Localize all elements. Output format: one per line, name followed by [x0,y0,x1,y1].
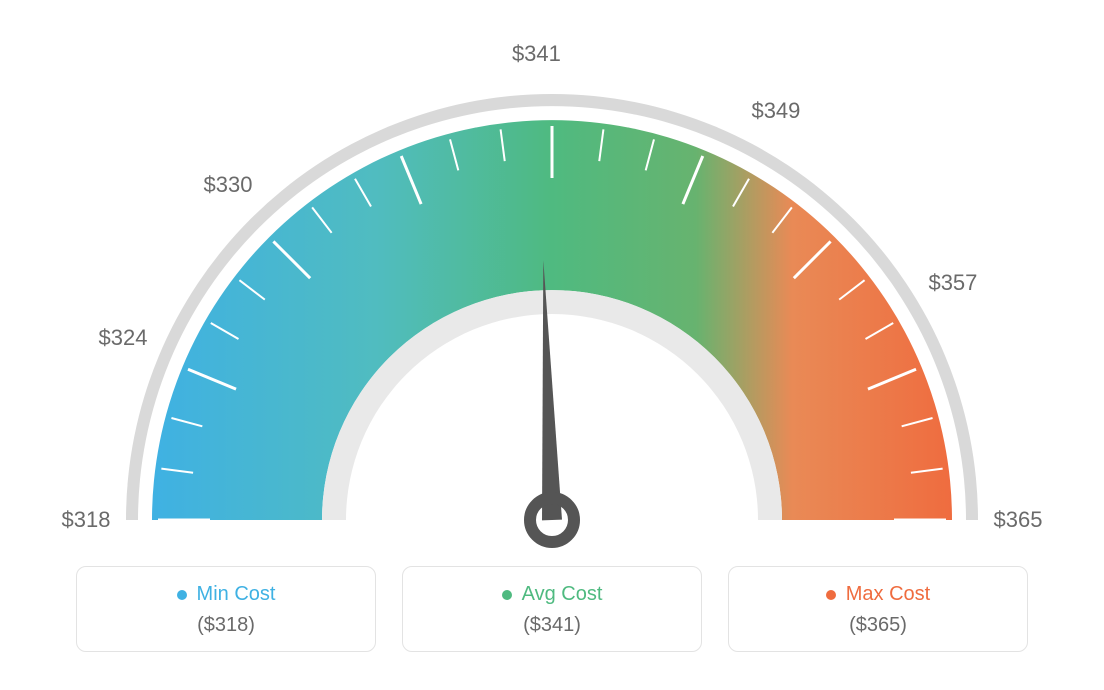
legend-label: Max Cost [846,583,930,606]
legend-title-avg: Avg Cost [502,583,603,606]
legend-value: ($318) [95,614,357,637]
gauge-tick-label: $341 [512,41,561,67]
legend-card-max: Max Cost ($365) [728,566,1028,652]
gauge-tick-label: $324 [98,325,147,351]
legend-label: Avg Cost [522,583,603,606]
legend-card-min: Min Cost ($318) [76,566,376,652]
legend-title-min: Min Cost [177,583,276,606]
legend-label: Min Cost [197,583,276,606]
legend-value: ($365) [747,614,1009,637]
legend-row: Min Cost ($318) Avg Cost ($341) Max Cost… [0,566,1104,652]
gauge-chart: $318 $324 $330 $341 $349 $357 $365 [0,0,1104,560]
gauge-tick-label: $357 [928,270,977,296]
gauge-tick-label: $349 [751,98,800,124]
legend-title-max: Max Cost [826,583,930,606]
dot-icon [502,590,512,600]
dot-icon [177,590,187,600]
gauge-tick-label: $330 [204,172,253,198]
legend-value: ($341) [421,614,683,637]
legend-card-avg: Avg Cost ($341) [402,566,702,652]
gauge-tick-label: $365 [994,507,1043,533]
gauge-tick-label: $318 [62,507,111,533]
dot-icon [826,590,836,600]
